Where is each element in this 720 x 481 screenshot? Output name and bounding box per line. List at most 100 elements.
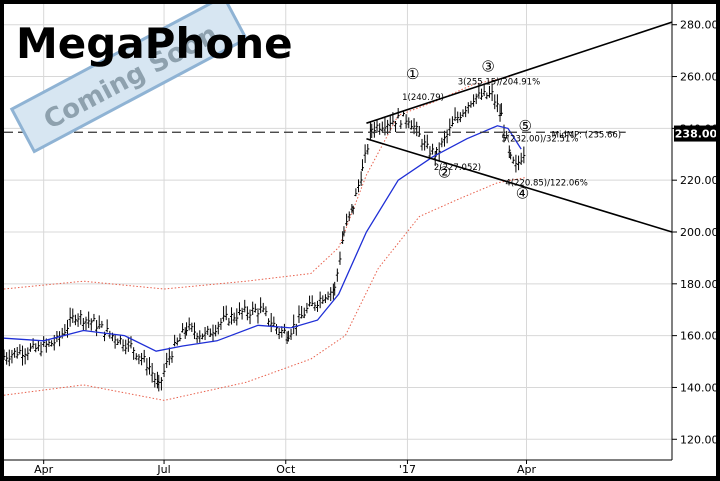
price-bar: [493, 94, 497, 110]
price-bar: [142, 349, 146, 363]
price-bar: [435, 147, 439, 155]
price-bar: [248, 309, 252, 325]
price-bar: [167, 347, 171, 366]
price-bar: [7, 349, 11, 367]
price-bar: [113, 335, 117, 349]
price-bar: [39, 342, 43, 357]
price-bar: [431, 143, 435, 155]
price-bar: [302, 307, 306, 319]
price-bar: [18, 344, 22, 355]
price-bar: [159, 377, 163, 391]
price-bar: [372, 121, 376, 138]
price-bar: [140, 352, 144, 366]
price-bar: [145, 358, 149, 376]
price-bar: [464, 105, 468, 118]
price-bar: [71, 308, 75, 323]
banner-background: [9, 0, 249, 154]
price-bar: [399, 120, 403, 129]
price-bar: [456, 111, 460, 124]
price-bar: [124, 339, 128, 355]
price-bar: [272, 316, 276, 327]
price-bar: [407, 117, 411, 129]
price-bar: [433, 151, 437, 166]
price-bar: [370, 123, 374, 138]
price-bar: [42, 336, 46, 347]
price-bar: [253, 303, 257, 313]
price-bar: [76, 313, 80, 327]
price-bar: [34, 343, 38, 353]
price-bar: [404, 114, 408, 129]
wave-4-marker: ④: [516, 184, 529, 202]
wave-2-marker: ②: [438, 164, 451, 182]
price-bar: [21, 345, 25, 366]
price-bar: [511, 156, 515, 164]
price-bar: [121, 339, 125, 352]
price-bar: [267, 318, 271, 327]
price-bar: [178, 333, 182, 342]
price-bar: [474, 93, 478, 105]
price-bar: [505, 130, 509, 139]
price-bar: [315, 300, 319, 312]
price-bar: [208, 328, 212, 337]
price-bar: [63, 324, 67, 337]
y-tick-label: 160.00: [680, 330, 716, 343]
price-bar: [148, 357, 152, 375]
price-bar: [335, 268, 339, 282]
price-bar: [351, 205, 355, 215]
price-bar: [487, 85, 491, 98]
price-bar: [47, 338, 51, 347]
price-bar: [26, 347, 30, 361]
price-bar: [237, 302, 241, 316]
price-bar: [245, 306, 249, 321]
y-tick-label: 140.00: [680, 381, 716, 394]
price-bar: [251, 301, 255, 316]
wave-3-label: 3(255.15)/204.91%: [458, 77, 540, 87]
price-bar: [425, 134, 429, 149]
price-bar: [134, 353, 138, 361]
price-bar: [23, 348, 27, 365]
price-bar: [415, 121, 419, 137]
price-bar: [417, 125, 421, 137]
trendlines: [4, 21, 673, 233]
price-bar: [190, 322, 194, 332]
price-bar: [448, 118, 452, 137]
price-bar: [5, 352, 9, 365]
price-bar: [108, 330, 112, 339]
price-bar: [81, 317, 85, 331]
price-bar: [347, 211, 351, 221]
price-bar: [437, 142, 441, 162]
price-bar: [308, 295, 312, 307]
price-bar: [10, 349, 14, 364]
price-bar: [519, 152, 523, 165]
price-bar: [333, 281, 337, 296]
price-bar: [359, 171, 363, 186]
price-bar: [378, 123, 382, 135]
price-bar: [87, 311, 91, 329]
price-bar: [286, 330, 290, 342]
price-bar: [357, 179, 361, 193]
price-bar: [58, 331, 62, 347]
price-bar: [170, 351, 174, 363]
price-bar: [445, 129, 449, 144]
price-bar: [401, 110, 405, 117]
price-label: 238.00: [675, 128, 716, 141]
price-bar: [321, 295, 325, 304]
upper-trendline: [366, 21, 673, 124]
price-bar: [97, 315, 101, 330]
price-bar: [200, 333, 204, 340]
price-label-box: [674, 125, 718, 142]
price-bar: [458, 112, 462, 123]
price-bar: [126, 336, 130, 352]
price-bar: [216, 321, 220, 335]
price-bar: [514, 154, 518, 173]
price-bar: [297, 305, 301, 324]
price-bar: [227, 317, 231, 326]
price-bar: [480, 88, 484, 100]
price-bar: [292, 314, 296, 335]
price-bar: [60, 327, 64, 339]
price-bar: [461, 109, 465, 118]
price-bar: [116, 338, 120, 345]
